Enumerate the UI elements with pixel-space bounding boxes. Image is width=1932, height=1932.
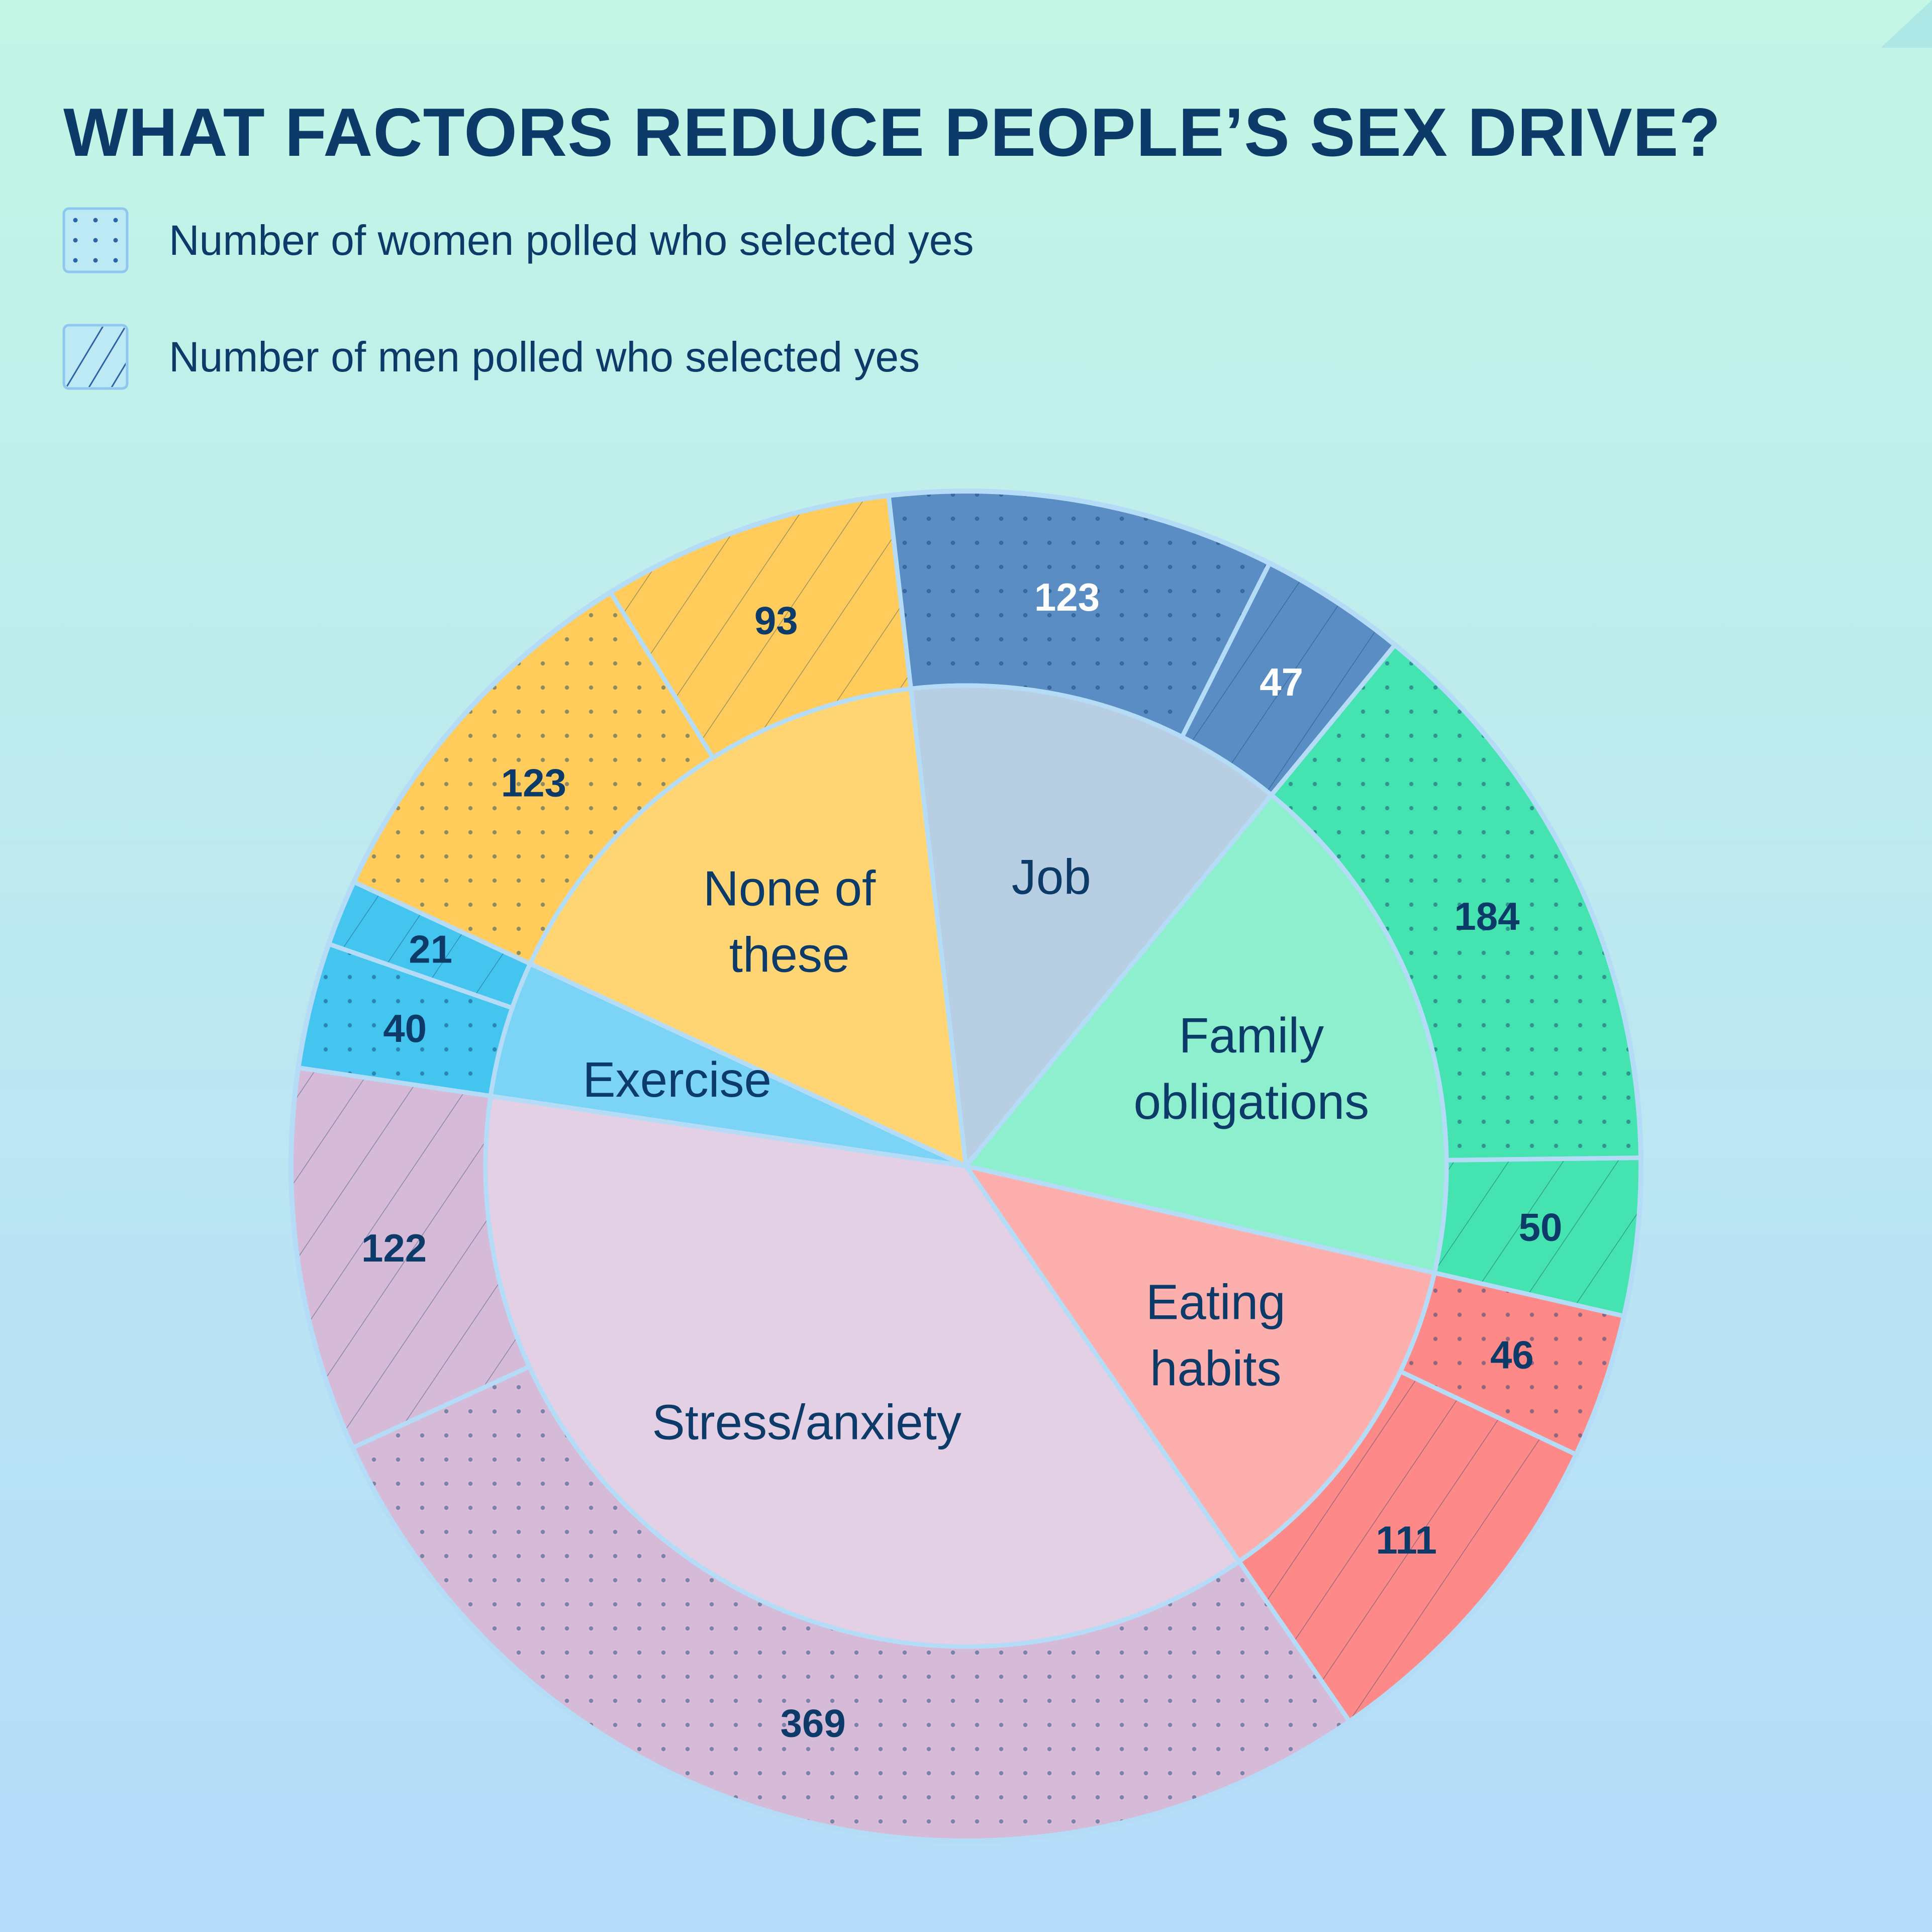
outer-slice-none-of-these-men (608, 493, 913, 760)
legend-item-men: Number of men polled who selected yes (62, 322, 920, 392)
inner-slice-none-of-these-label: None of these (703, 861, 876, 983)
legend-label-men: Number of men polled who selected yes (169, 333, 920, 380)
outer-slice-job-women-label: 123 (1034, 575, 1100, 619)
outer-slice-family-obligations-women-label: 184 (1454, 894, 1519, 938)
inner-slice-eating-habits-label: Eating habits (1146, 1274, 1286, 1396)
inner-slice-exercise-label: Exercise (583, 1052, 771, 1107)
outer-slice-stress-anxiety-women-label: 369 (781, 1701, 846, 1745)
inner-slice-none-of-these (528, 686, 969, 1169)
outer-slice-none-of-these-men-label: 93 (754, 598, 798, 642)
inner-slice-eating-habits (963, 1164, 1437, 1564)
chart-title: WHAT FACTORS REDUCE PEOPLE’S SEX DRIVE? (63, 94, 1721, 170)
inner-ring (483, 683, 1449, 1649)
outer-slice-eating-habits-women-label: 46 (1490, 1333, 1534, 1377)
legend-label-women: Number of women polled who selected yes (169, 216, 974, 264)
inner-slice-stress-anxiety (483, 1094, 1241, 1649)
donut-outline (288, 489, 1644, 1844)
inner-slice-family-obligations-label: Family obligations (1134, 1008, 1370, 1129)
outer-slice-exercise-men-label: 21 (409, 927, 452, 971)
inner-slice-job (908, 683, 1274, 1169)
outer-slice-stress-anxiety-men (288, 1065, 532, 1451)
inner-slice-job-label: Job (1012, 849, 1091, 905)
legend-hatch-swatch (62, 324, 129, 390)
outer-slice-job-men-label: 47 (1260, 660, 1303, 704)
outer-slice-none-of-these-women-label: 123 (501, 760, 566, 805)
slice-labels: 123 47 184 50 46 111 369 122 40 21 123 93 Job Family o… (361, 575, 1562, 1745)
inner-slice-exercise (488, 961, 969, 1169)
outer-slice-family-obligations-men (1432, 1155, 1644, 1319)
outer-slice-eating-habits-men-label: 111 (1376, 1518, 1437, 1562)
outer-slice-family-obligations-men-label: 50 (1519, 1205, 1563, 1249)
inner-slice-family-obligations (963, 793, 1449, 1276)
outer-ring (288, 489, 1644, 1844)
inner-slice-stress-anxiety-label: Stress/anxiety (652, 1395, 961, 1450)
legend-dots-swatch (62, 207, 129, 273)
outer-slice-stress-anxiety-men-label: 122 (361, 1226, 427, 1270)
legend-item-women: Number of women polled who selected yes (62, 205, 974, 275)
outer-slice-exercise-women-label: 40 (383, 1006, 427, 1050)
